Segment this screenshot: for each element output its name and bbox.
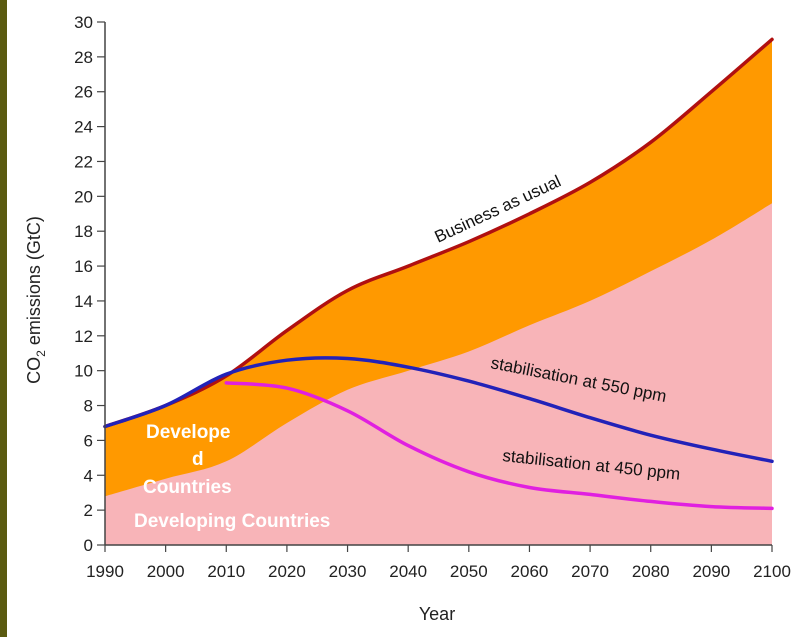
- y-tick-label: 2: [84, 501, 93, 520]
- x-tick-label: 2080: [632, 562, 670, 581]
- x-tick-label: 2050: [450, 562, 488, 581]
- x-axis-title: Year: [419, 604, 455, 624]
- y-tick-label: 24: [74, 118, 93, 137]
- x-tick-label: 2100: [753, 562, 791, 581]
- y-tick-label: 22: [74, 152, 93, 171]
- x-tick-label: 2000: [147, 562, 185, 581]
- label-developed-countries-line2: d: [192, 449, 204, 470]
- line-business-as-usual: [103, 37, 774, 429]
- x-tick-label: 2060: [511, 562, 549, 581]
- line-stabilisation-550: [103, 356, 774, 464]
- y-tick-label: 8: [84, 397, 93, 416]
- line-stabilisation-450: [224, 381, 774, 511]
- axes: [104, 22, 772, 546]
- y-tick-label: 20: [74, 187, 93, 206]
- y-tick-label: 14: [74, 292, 93, 311]
- y-tick-label: 12: [74, 327, 93, 346]
- series-lines: [103, 37, 774, 511]
- y-tick-label: 18: [74, 222, 93, 241]
- y-axis-title: CO2 emissions (GtC): [24, 216, 48, 384]
- left-decorative-bar: [0, 0, 7, 637]
- x-tick-label: 2030: [329, 562, 367, 581]
- label-developed-countries-line1: Develope: [146, 422, 230, 443]
- y-tick-label: 4: [84, 466, 93, 485]
- y-tick-label: 10: [74, 362, 93, 381]
- y-tick-label: 6: [84, 431, 93, 450]
- x-tick-label: 2020: [268, 562, 306, 581]
- y-tick-label: 30: [74, 13, 93, 32]
- x-tick-label: 1990: [86, 562, 124, 581]
- x-tick-label: 2040: [389, 562, 427, 581]
- y-tick-label: 0: [84, 536, 93, 555]
- y-tick-label: 16: [74, 257, 93, 276]
- y-tick-label: 26: [74, 83, 93, 102]
- x-tick-label: 2010: [207, 562, 245, 581]
- x-tick-label: 2070: [571, 562, 609, 581]
- label-developed-countries-line3: Countries: [143, 477, 232, 498]
- x-tick-label: 2090: [692, 562, 730, 581]
- y-tick-label: 28: [74, 48, 93, 67]
- label-developing-countries: Developing Countries: [134, 511, 330, 532]
- x-axis-ticks: 1990 2000 2010 2020 2030 2040 2050 2060 2070 2080…: [86, 545, 791, 581]
